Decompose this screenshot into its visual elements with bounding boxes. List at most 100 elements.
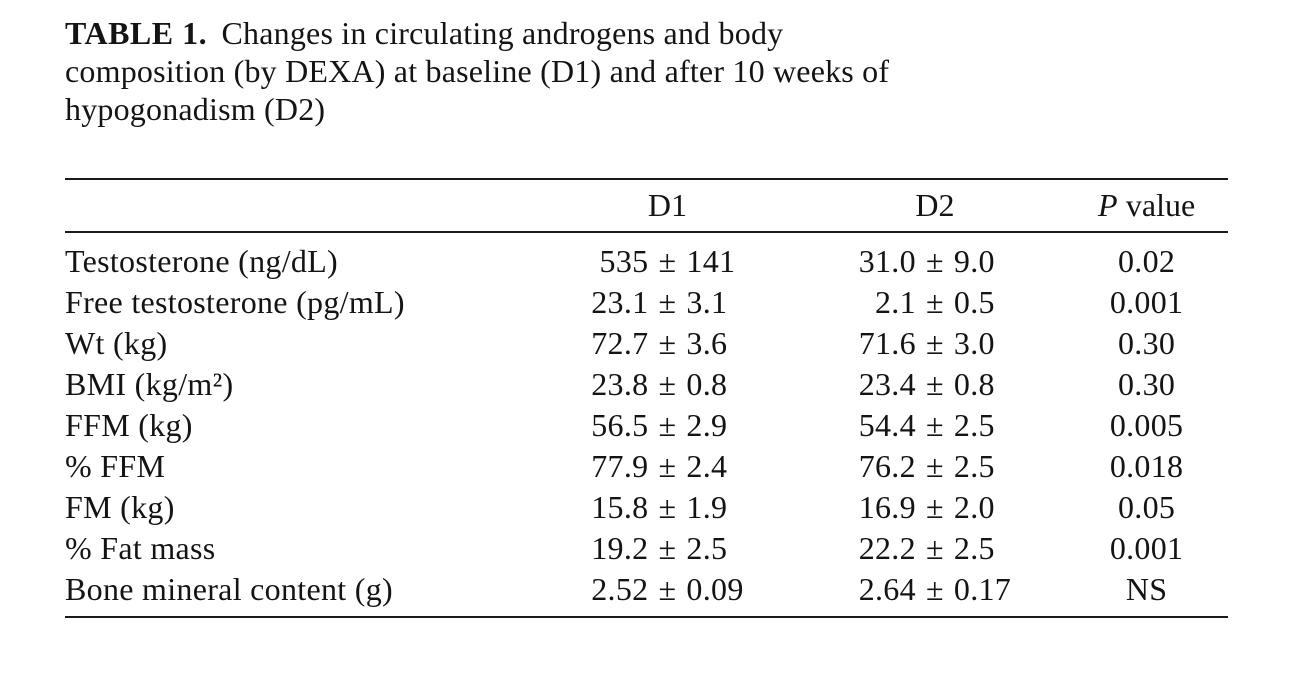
sd-value: 2.0 <box>953 489 995 525</box>
mean-sd-cell: 19.2 ±2.5 <box>530 530 804 567</box>
plus-minus-sign: ± <box>925 366 944 402</box>
row-label: FFM (kg) <box>65 407 193 443</box>
table-caption: TABLE 1. Changes in circulating androgens… <box>65 14 1228 128</box>
mean-sd-cell: 15.8 ±1.9 <box>530 489 804 526</box>
row-label: Wt (kg) <box>65 325 168 361</box>
mean-sd-cell: 2.52 ±0.09 <box>530 571 804 608</box>
plus-minus-sign: ± <box>925 530 944 566</box>
sd-value: 141 <box>686 243 736 279</box>
value-d1: 23.1 ±3.1 <box>530 282 804 323</box>
plus-minus-sign: ± <box>925 243 944 279</box>
mean-sd-cell: 23.8 ±0.8 <box>530 366 804 403</box>
p-value: 0.30 <box>1117 366 1176 402</box>
mean-sd-cell: 77.9 ±2.4 <box>530 448 804 485</box>
row-label: % Fat mass <box>65 530 216 566</box>
mean-value: 72.7 <box>591 325 649 361</box>
column-header-empty <box>65 178 531 233</box>
mean-sd-cell: 2.1 ±0.5 <box>805 284 1066 321</box>
value-d2: 31.0 ±9.0 <box>805 232 1066 282</box>
sd-value: 0.09 <box>686 571 744 607</box>
sd-value: 2.5 <box>953 530 995 566</box>
mean-value: 16.9 <box>858 489 916 525</box>
mean-value: 71.6 <box>858 325 916 361</box>
p-value: 0.001 <box>1109 530 1184 566</box>
caption-line-1-text: Changes in circulating androgens and bod… <box>221 15 784 51</box>
sd-value: 2.5 <box>953 407 995 443</box>
p-value: 0.001 <box>1109 284 1184 320</box>
table-row: Free testosterone (pg/mL) 23.1 ±3.1 2.1 ±0.5… <box>65 282 1228 323</box>
sd-value: 0.8 <box>686 366 728 402</box>
mean-value: 56.5 <box>591 407 649 443</box>
table-row: % Fat mass 19.2 ±2.5 22.2 ±2.5 0.001 <box>65 528 1228 569</box>
sd-value: 0.17 <box>953 571 1012 607</box>
value-d1: 77.9 ±2.4 <box>530 446 804 487</box>
table-row: FM (kg) 15.8 ±1.9 16.9 ±2.0 0.05 <box>65 487 1228 528</box>
value-d2: 16.9 ±2.0 <box>805 487 1066 528</box>
mean-value: 2.52 <box>591 571 649 607</box>
value-d1: 535 ±141 <box>530 232 804 282</box>
plus-minus-sign: ± <box>658 284 677 320</box>
plus-minus-sign: ± <box>925 448 944 484</box>
value-d1: 2.52 ±0.09 <box>530 569 805 618</box>
p-value: NS <box>1065 569 1228 618</box>
plus-minus-sign: ± <box>658 243 677 279</box>
table-row: Testosterone (ng/dL) 535 ±141 31.0 ±9.0 0.02 <box>65 232 1228 282</box>
caption-line-3: hypogonadism (D2) <box>65 91 326 127</box>
mean-sd-cell: 2.64 ±0.17 <box>805 571 1066 608</box>
plus-minus-sign: ± <box>658 571 677 607</box>
value-d2: 2.1 ±0.5 <box>805 282 1066 323</box>
mean-value: 2.1 <box>875 284 916 320</box>
value-d2: 76.2 ±2.5 <box>805 446 1066 487</box>
sd-value: 2.5 <box>686 530 728 566</box>
table-number-label: TABLE 1. <box>65 15 208 51</box>
p-symbol: P <box>1098 187 1118 223</box>
sd-value: 0.5 <box>953 284 995 320</box>
mean-value: 76.2 <box>858 448 916 484</box>
plus-minus-sign: ± <box>925 284 944 320</box>
value-d2: 22.2 ±2.5 <box>805 528 1066 569</box>
table-row: FFM (kg) 56.5 ±2.9 54.4 ±2.5 0.005 <box>65 405 1228 446</box>
sd-value: 3.6 <box>686 325 728 361</box>
row-label: Free testosterone (pg/mL) <box>65 284 405 320</box>
sd-value: 0.8 <box>953 366 995 402</box>
plus-minus-sign: ± <box>925 489 944 525</box>
mean-value: 23.1 <box>591 284 649 320</box>
mean-sd-cell: 535 ±141 <box>530 243 804 280</box>
table-row: % FFM 77.9 ±2.4 76.2 ±2.5 0.018 <box>65 446 1228 487</box>
plus-minus-sign: ± <box>658 407 677 443</box>
value-d1: 15.8 ±1.9 <box>530 487 804 528</box>
p-value: 0.30 <box>1117 325 1176 361</box>
caption-line-2: composition (by DEXA) at baseline (D1) a… <box>65 53 890 89</box>
sd-value: 2.9 <box>686 407 728 443</box>
sd-value: 1.9 <box>686 489 728 525</box>
p-value: 0.02 <box>1117 243 1176 279</box>
mean-value: 23.4 <box>858 366 916 402</box>
mean-value: 19.2 <box>591 530 649 566</box>
table-body: Testosterone (ng/dL) 535 ±141 31.0 ±9.0 0.02 F… <box>65 232 1228 618</box>
mean-sd-cell: 23.1 ±3.1 <box>530 284 804 321</box>
mean-sd-cell: 76.2 ±2.5 <box>805 448 1066 485</box>
p-value: 0.05 <box>1117 489 1176 525</box>
table-row: Wt (kg) 72.7 ±3.6 71.6 ±3.0 0.30 <box>65 323 1228 364</box>
mean-sd-cell: 23.4 ±0.8 <box>805 366 1066 403</box>
plus-minus-sign: ± <box>658 448 677 484</box>
value-d1: 72.7 ±3.6 <box>530 323 804 364</box>
plus-minus-sign: ± <box>925 571 944 607</box>
mean-sd-cell: 54.4 ±2.5 <box>805 407 1066 444</box>
row-label: BMI (kg/m²) <box>65 366 234 402</box>
mean-sd-cell: 72.7 ±3.6 <box>530 325 804 362</box>
mean-sd-cell: 22.2 ±2.5 <box>805 530 1066 567</box>
mean-value: 31.0 <box>858 243 916 279</box>
value-d2: 54.4 ±2.5 <box>805 405 1066 446</box>
caption-line-1: TABLE 1. Changes in circulating androgens… <box>65 14 1228 52</box>
row-label: Bone mineral content (g) <box>65 569 531 618</box>
mean-value: 54.4 <box>858 407 916 443</box>
value-d1: 56.5 ±2.9 <box>530 405 804 446</box>
p-word: value <box>1125 187 1196 223</box>
value-d1: 23.8 ±0.8 <box>530 364 804 405</box>
table-row: BMI (kg/m²) 23.8 ±0.8 23.4 ±0.8 0.30 <box>65 364 1228 405</box>
sd-value: 2.5 <box>953 448 995 484</box>
